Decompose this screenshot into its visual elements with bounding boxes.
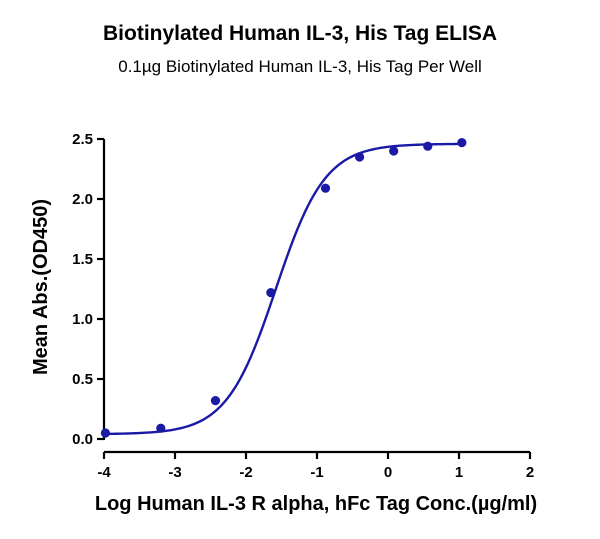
data-point xyxy=(355,152,365,162)
y-tick-label: 0.0 xyxy=(72,431,93,448)
data-point xyxy=(457,138,467,148)
data-points-layer xyxy=(100,138,467,438)
axes: 0.0 0.5 1.0 1.5 2.0 2.5 -4 -3 -2 -1 0 1 2 xyxy=(72,131,534,481)
y-tick-label: 2.0 xyxy=(72,191,93,208)
y-tick-label: 2.5 xyxy=(72,131,93,148)
x-tick-label: -1 xyxy=(310,464,323,481)
x-axis-label: Log Human IL-3 R alpha, hFc Tag Conc.(µg… xyxy=(95,493,537,515)
data-point xyxy=(100,428,111,438)
data-point xyxy=(423,141,433,151)
x-tick-label: 0 xyxy=(384,464,392,481)
chart-subtitle: 0.1µg Biotinylated Human IL-3, His Tag P… xyxy=(118,57,482,76)
data-point xyxy=(389,146,399,156)
data-point xyxy=(156,423,166,433)
y-tick-label: 1.0 xyxy=(72,311,93,328)
data-point xyxy=(320,183,331,193)
data-point xyxy=(210,396,221,406)
x-tick-label: -2 xyxy=(239,464,252,481)
data-point xyxy=(266,288,276,298)
fit-curve xyxy=(105,142,462,436)
fit-curve-layer xyxy=(105,142,462,436)
y-tick-label: 0.5 xyxy=(72,371,93,388)
y-tick-label: 1.5 xyxy=(72,251,93,268)
chart-title: Biotinylated Human IL-3, His Tag ELISA xyxy=(103,22,497,45)
x-tick-label: -3 xyxy=(168,464,181,481)
y-axis-label: Mean Abs.(OD450) xyxy=(30,199,52,375)
x-tick-label: -4 xyxy=(97,464,111,481)
x-tick-label: 1 xyxy=(455,464,463,481)
x-tick-label: 2 xyxy=(526,464,534,481)
